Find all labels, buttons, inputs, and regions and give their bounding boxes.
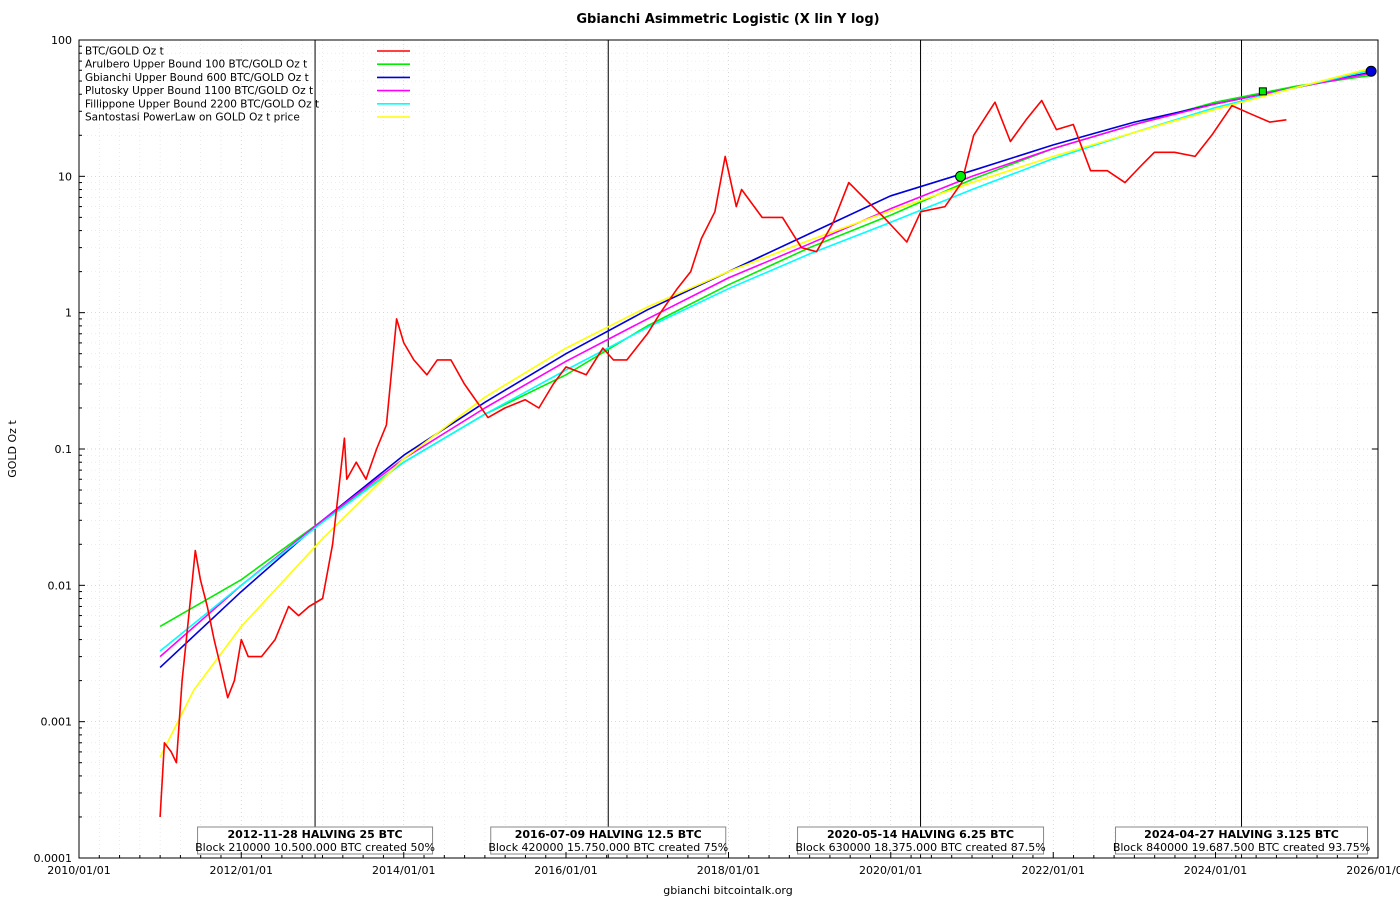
series-line-3: [159, 72, 1372, 658]
legend-label: Santostasi PowerLaw on GOLD Oz t price: [85, 112, 300, 124]
y-tick-label: 100: [51, 34, 72, 47]
series-layer: [159, 67, 1372, 818]
halving-box-frame: [797, 826, 1045, 855]
x-tick-label: 2024/01/01: [1184, 864, 1247, 877]
x-tick-label: 2014/01/01: [372, 864, 435, 877]
y-tick-label: 10: [58, 170, 72, 183]
halving-box-title: 2020-05-14 HALVING 6.25 BTC: [827, 828, 1014, 841]
x-axis-ticks: 2010/01/01 2012/01/01 2014/01/01 2016/01/01…: [47, 852, 1400, 877]
x-tick-label: 2016/01/01: [534, 864, 597, 877]
halving-box-subtitle: Block 210000 10.500.000 BTC created 50%: [195, 841, 435, 854]
y-tick-label: 0.001: [41, 716, 73, 729]
marker-circle: [955, 170, 967, 182]
y-axis-ticks: 0.0001 0.001 0.01 0.1 1 10 100: [34, 34, 1378, 865]
x-axis-label: gbianchi bitcointalk.org: [663, 884, 792, 897]
halving-box-frame: [197, 826, 434, 855]
halving-box-subtitle: Block 840000 19.687.500 BTC created 93.7…: [1113, 841, 1370, 854]
marker-square: [1258, 87, 1267, 96]
series-line-1: [159, 74, 1372, 628]
halving-box-frame: [490, 826, 727, 855]
y-tick-label: 0.1: [55, 443, 73, 456]
halving-lines: [314, 40, 1243, 858]
halving-box-subtitle: Block 420000 15.750.000 BTC created 75%: [488, 841, 728, 854]
y-tick-label: 0.01: [48, 579, 73, 592]
legend-label: Gbianchi Upper Bound 600 BTC/GOLD Oz t: [85, 72, 309, 84]
y-tick-label: 1: [65, 307, 72, 320]
y-axis-label: GOLD Oz t: [6, 420, 19, 478]
halving-box-subtitle: Block 630000 18.375.000 BTC created 87.5…: [795, 841, 1045, 854]
halving-box-title: 2024-04-27 HALVING 3.125 BTC: [1144, 828, 1339, 841]
legend-label: Arulbero Upper Bound 100 BTC/GOLD Oz t: [85, 59, 307, 71]
y-tick-label: 0.0001: [34, 852, 73, 865]
x-tick-label: 2026/01/01: [1346, 864, 1400, 877]
marker-circle: [1365, 65, 1377, 77]
x-tick-label: 2020/01/01: [859, 864, 922, 877]
grid: [79, 40, 1378, 858]
series-line-0: [159, 99, 1287, 818]
x-tick-label: 2018/01/01: [697, 864, 760, 877]
markers-layer: [955, 65, 1377, 182]
series-line-4: [159, 69, 1372, 652]
legend-label: Plutosky Upper Bound 1100 BTC/GOLD Oz t: [85, 85, 313, 97]
legend-label: BTC/GOLD Oz t: [85, 46, 164, 58]
halving-box-title: 2012-11-28 HALVING 25 BTC: [227, 828, 402, 841]
x-tick-label: 2012/01/01: [210, 864, 273, 877]
chart-title: Gbianchi Asimmetric Logistic (X lin Y lo…: [576, 12, 879, 27]
legend-label: Fillippone Upper Bound 2200 BTC/GOLD Oz …: [85, 98, 319, 110]
halving-box-frame: [1115, 826, 1369, 855]
halving-box-title: 2016-07-09 HALVING 12.5 BTC: [515, 828, 702, 841]
series-line-2: [159, 71, 1372, 668]
x-tick-label: 2022/01/01: [1022, 864, 1085, 877]
series-line-5: [159, 67, 1372, 758]
x-tick-label: 2010/01/01: [47, 864, 110, 877]
